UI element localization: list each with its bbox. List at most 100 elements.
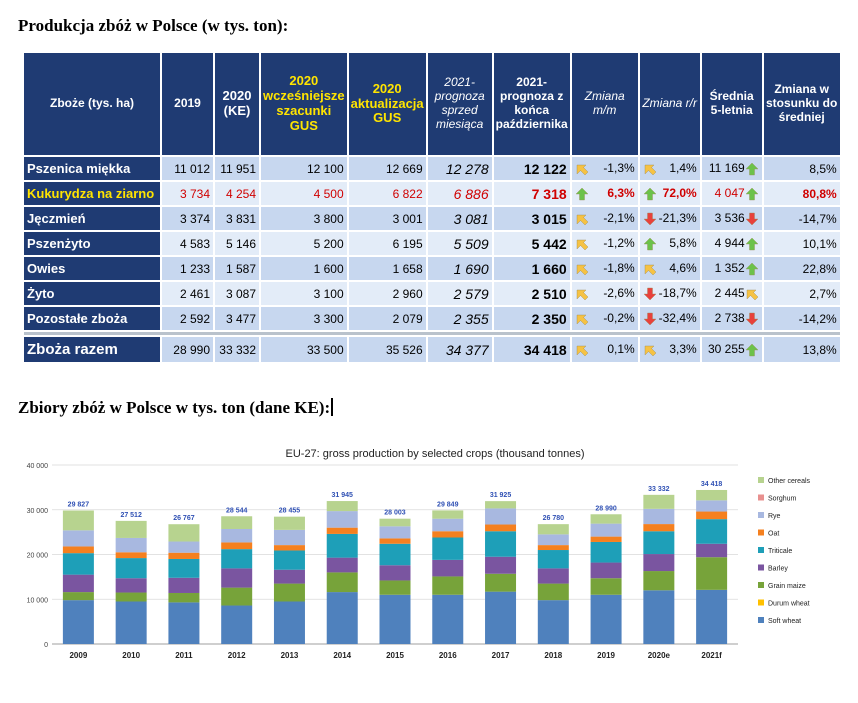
bar-segment [168, 541, 200, 553]
bar-segment [590, 541, 622, 563]
bar-segment [643, 571, 675, 591]
avg-text: 2 445 [714, 286, 745, 301]
bar-segment [643, 524, 675, 532]
table-row: Pszenica miękka 11 012 11 951 12 100 12 669 1… [24, 157, 840, 180]
bar-segment [643, 554, 675, 572]
bar-segment [643, 494, 675, 509]
bar-segment [221, 568, 253, 588]
value-change-rr: 3,3% [639, 337, 700, 362]
value-2019: 3 374 [162, 207, 213, 230]
down-arrow-icon [745, 312, 759, 326]
bar-segment [590, 594, 622, 644]
value-change-vs-avg: 2,7% [763, 282, 840, 305]
legend-swatch [758, 494, 764, 501]
bar-segment [168, 577, 200, 593]
legend-label: Durum wheat [768, 601, 810, 608]
total-label: 31 945 [332, 492, 354, 499]
value-5y-avg: 11 169 [701, 157, 762, 180]
bar-segment [273, 550, 305, 570]
x-tick-label: 2020e [648, 651, 671, 660]
change-rr-text: -32,4% [658, 311, 697, 326]
y-tick-label: 20 000 [27, 553, 49, 560]
value-change-rr: 72,0% [639, 182, 700, 205]
value-2020-ke: 11 951 [215, 157, 259, 180]
legend-label: Triticale [768, 548, 792, 555]
value-2020-ke: 4 254 [215, 182, 259, 205]
value-2020-ke: 3 477 [215, 307, 259, 330]
value-2019: 1 233 [162, 257, 213, 280]
value-forecast-oct: 2 510 [493, 282, 570, 305]
value-forecast-oct: 34 418 [493, 337, 570, 362]
bar-segment [590, 523, 622, 537]
value-forecast-prev: 1 690 [427, 257, 492, 280]
total-label: 28 990 [595, 505, 617, 512]
table-divider [24, 332, 840, 335]
down-arrow-icon [643, 287, 657, 301]
value-change-vs-avg: -14,2% [763, 307, 840, 330]
x-tick-label: 2012 [228, 651, 246, 660]
col-header-gus-early: 2020 wcześniejsze szacunki GUS [261, 53, 347, 155]
bar-segment [168, 524, 200, 542]
value-forecast-oct: 2 350 [493, 307, 570, 330]
avg-text: 3 536 [714, 211, 745, 226]
bar-segment [273, 583, 305, 602]
value-gus-update: 6 195 [348, 232, 426, 255]
bar-segment [537, 534, 569, 546]
total-label: 29 827 [68, 502, 90, 509]
value-change-rr: -21,3% [639, 207, 700, 230]
bar-segment [432, 559, 464, 577]
col-header-change-vs-avg: Zmiana w stosunku do średniej [763, 53, 840, 155]
bar-segment [273, 529, 305, 546]
value-5y-avg: 2 445 [701, 282, 762, 305]
legend-swatch [758, 529, 764, 536]
value-5y-avg: 4 944 [701, 232, 762, 255]
grain-name: Jęczmień [24, 207, 160, 230]
bar-segment [273, 545, 305, 551]
down-arrow-icon [745, 212, 759, 226]
value-change-rr: -18,7% [639, 282, 700, 305]
bar-segment [115, 558, 147, 579]
col-header-change-rr: Zmiana r/r [639, 53, 700, 155]
bar-segment [696, 489, 728, 501]
value-change-mm: 6,3% [571, 182, 638, 205]
legend-swatch [758, 512, 764, 518]
change-rr-text: 72,0% [662, 186, 697, 201]
value-change-mm: 0,1% [571, 337, 638, 362]
bar-segment [485, 508, 517, 525]
value-change-mm: -1,3% [571, 157, 638, 180]
grain-name: Kukurydza na ziarno [24, 182, 160, 205]
total-label: 33 332 [648, 486, 670, 493]
legend-label: Oat [768, 531, 779, 538]
value-change-mm: -2,1% [571, 207, 638, 230]
change-rr-text: 1,4% [669, 161, 697, 176]
x-tick-label: 2009 [69, 651, 87, 660]
value-forecast-prev: 2 579 [427, 282, 492, 305]
avg-text: 4 944 [714, 236, 745, 251]
change-rr-text: 5,8% [669, 236, 697, 251]
up-arrow-icon [745, 237, 759, 251]
bar-segment [115, 601, 147, 644]
bar-segment [273, 601, 305, 644]
value-forecast-oct: 7 318 [493, 182, 570, 205]
bar-segment [696, 543, 728, 558]
value-forecast-prev: 5 509 [427, 232, 492, 255]
bar-segment [115, 592, 147, 602]
legend-swatch [758, 547, 764, 553]
legend-swatch [758, 617, 764, 623]
legend-label: Grain maize [768, 583, 806, 590]
total-label: 28 455 [279, 508, 301, 515]
legend-label: Other cereals [768, 478, 811, 485]
chart-title: EU-27: gross production by selected crop… [286, 448, 585, 460]
bar-segment [590, 562, 622, 579]
value-change-vs-avg: 13,8% [763, 337, 840, 362]
total-label: 29 849 [437, 501, 459, 508]
bar-segment [379, 526, 411, 539]
value-gus-update: 1 658 [348, 257, 426, 280]
avg-text: 11 169 [708, 161, 745, 176]
value-change-vs-avg: 80,8% [763, 182, 840, 205]
change-rr-text: 3,3% [669, 342, 697, 357]
col-header-2019: 2019 [162, 53, 213, 155]
bar-segment [696, 557, 728, 590]
change-mm-text: -2,1% [603, 211, 635, 226]
value-forecast-prev: 34 377 [427, 337, 492, 362]
